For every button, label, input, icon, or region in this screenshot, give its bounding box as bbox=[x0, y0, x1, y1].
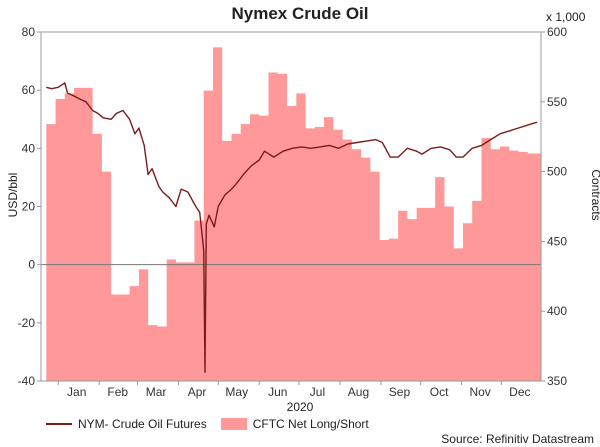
source-note: Source: Refinitiv Datastream bbox=[441, 432, 594, 446]
left-axis-tick-label: 40 bbox=[22, 141, 36, 155]
x-axis-tick-label: Dec bbox=[509, 385, 530, 399]
right-axis-tick-label: 400 bbox=[547, 304, 567, 318]
x-axis-label: 2020 bbox=[286, 400, 314, 414]
x-axis-tick-label: Apr bbox=[188, 385, 207, 399]
x-axis-tick-label: May bbox=[225, 385, 248, 399]
right-axis-tick-label: 600 bbox=[547, 25, 567, 39]
left-axis-tick-label: 80 bbox=[22, 25, 36, 39]
cftc-area-layer bbox=[46, 47, 541, 382]
x-axis-tick-label: Feb bbox=[107, 385, 128, 399]
crude-oil-line bbox=[46, 82, 538, 373]
legend-label-cftc: CFTC Net Long/Short bbox=[252, 417, 369, 431]
chart-title: Nymex Crude Oil bbox=[231, 4, 369, 23]
right-axis-tick-label: 500 bbox=[547, 165, 567, 179]
left-axis-tick-label: 60 bbox=[22, 83, 36, 97]
x-axis-tick-label: Mar bbox=[146, 385, 167, 399]
right-axis-tick-label: 550 bbox=[547, 95, 567, 109]
legend-item-cftc: CFTC Net Long/Short bbox=[220, 417, 369, 431]
x-axis-tick-label: Nov bbox=[469, 385, 490, 399]
x-axis-tick-label: Oct bbox=[430, 385, 449, 399]
x-axis-tick-label: Sep bbox=[389, 385, 411, 399]
x-axis-tick-label: Aug bbox=[348, 385, 369, 399]
legend-line-swatch bbox=[46, 423, 72, 425]
left-axis-tick-label: -40 bbox=[18, 374, 36, 388]
left-axis-tick-label: 0 bbox=[28, 258, 35, 272]
left-axis-tick-label: -20 bbox=[18, 316, 36, 330]
x-axis-tick-label: Jun bbox=[268, 385, 287, 399]
legend-area-swatch bbox=[220, 418, 247, 430]
left-axis-tick-label: 20 bbox=[22, 200, 36, 214]
axes-layer: 80 60 40 20 0 -20 -40 600 550 500 450 400 350 Jan Feb M… bbox=[18, 25, 568, 399]
x-axis-tick-label: Jan bbox=[67, 385, 86, 399]
legend: NYM- Crude Oil Futures CFTC Net Long/Sho… bbox=[46, 417, 383, 431]
cftc-area bbox=[46, 47, 541, 382]
crude-line-layer bbox=[46, 82, 538, 373]
x-axis-tick-label: Jul bbox=[310, 385, 325, 399]
legend-item-crude: NYM- Crude Oil Futures bbox=[46, 417, 207, 431]
right-axis-tick-label: 350 bbox=[547, 374, 567, 388]
right-axis-units: x 1,000 bbox=[546, 10, 586, 24]
right-axis-tick-label: 450 bbox=[547, 234, 567, 248]
legend-label-crude: NYM- Crude Oil Futures bbox=[78, 417, 207, 431]
